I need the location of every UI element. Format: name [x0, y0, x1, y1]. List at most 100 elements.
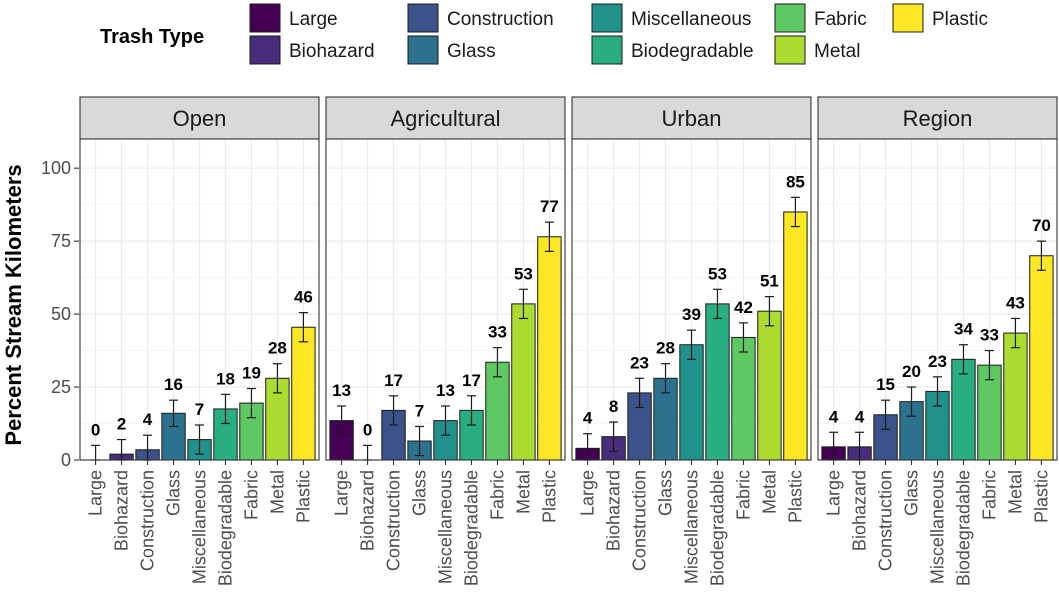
x-tick-label-agricultural-construction: Construction [384, 470, 404, 571]
x-tick-label-agricultural-metal: Metal [513, 470, 533, 514]
legend-swatch-large [249, 3, 281, 33]
error-bar-open-glass [169, 399, 179, 428]
y-tick-label-75: 75 [51, 231, 71, 251]
value-label-agricultural-metal: 53 [514, 264, 533, 283]
panel-strip-open [79, 96, 320, 140]
x-tick-label-agricultural-glass: Glass [410, 470, 430, 516]
legend-swatch-plastic [892, 3, 924, 33]
panel-border-urban [571, 138, 812, 461]
legend-label-biohazard: Biohazard [289, 41, 375, 62]
panel-border-agricultural [325, 138, 566, 461]
value-label-agricultural-biodegradable: 17 [462, 371, 481, 390]
value-label-urban-large: 4 [583, 409, 593, 428]
panel-region: Region 4 Large 4 Biohazard 15 Construction 20 Gl… [817, 96, 1058, 586]
value-label-urban-miscellaneous: 39 [682, 305, 701, 324]
value-label-open-glass: 16 [164, 375, 183, 394]
panel-title-urban: Urban [662, 106, 722, 131]
value-label-region-miscellaneous: 23 [928, 352, 947, 371]
bar-region-plastic [1029, 255, 1054, 461]
legend-label-plastic: Plastic [932, 9, 988, 30]
x-tick-label-urban-large: Large [578, 470, 598, 516]
value-label-region-plastic: 70 [1032, 216, 1051, 235]
y-axis-label-group: Percent Stream Kilometers [1, 164, 26, 445]
x-tick-label-urban-miscellaneous: Miscellaneous [682, 470, 702, 584]
x-tick-label-urban-metal: Metal [759, 470, 779, 514]
legend-label-glass: Glass [447, 41, 496, 62]
error-bar-urban-construction [635, 377, 645, 409]
error-bar-urban-glass [661, 363, 671, 394]
error-bar-agricultural-miscellaneous [441, 405, 450, 436]
value-label-agricultural-glass: 7 [415, 401, 424, 420]
x-tick-label-agricultural-plastic: Plastic [539, 470, 559, 523]
bar-region-metal [1003, 332, 1028, 461]
x-tick-label-region-miscellaneous: Miscellaneous [928, 470, 948, 584]
x-tick-label-open-metal: Metal [267, 470, 287, 514]
error-bar-region-metal [1010, 317, 1020, 349]
panel-title-region: Region [903, 106, 973, 131]
error-bar-open-miscellaneous [195, 424, 204, 455]
value-label-agricultural-fabric: 33 [488, 323, 507, 342]
value-label-urban-biohazard: 8 [609, 397, 618, 416]
x-tick-label-region-fabric: Fabric [979, 470, 999, 520]
value-label-urban-biodegradable: 53 [708, 264, 727, 283]
error-bar-open-metal [272, 363, 282, 394]
x-tick-label-region-metal: Metal [1005, 470, 1025, 514]
bar-urban-plastic [783, 211, 808, 461]
bar-urban-biodegradable [705, 303, 730, 461]
error-bar-region-construction [881, 399, 891, 430]
value-label-region-fabric: 33 [980, 326, 999, 345]
x-tick-label-region-plastic: Plastic [1031, 470, 1051, 523]
x-tick-label-region-biohazard: Biohazard [850, 470, 870, 551]
value-label-region-biohazard: 4 [855, 407, 865, 426]
error-bar-urban-metal [764, 295, 774, 327]
value-label-region-large: 4 [829, 407, 839, 426]
panel-title-agricultural: Agricultural [390, 106, 500, 131]
panel-title-open: Open [173, 106, 227, 131]
panel-strip-region [817, 96, 1058, 140]
bar-urban-miscellaneous [679, 344, 704, 461]
panel-border-region [817, 138, 1058, 461]
error-bar-region-glass [907, 386, 917, 417]
x-tick-label-open-large: Large [86, 470, 106, 516]
error-bar-open-fabric [246, 387, 256, 419]
legend-swatch-miscellaneous [591, 3, 623, 33]
error-bar-open-plastic [298, 312, 308, 343]
value-label-urban-glass: 28 [656, 339, 675, 358]
x-tick-label-open-biodegradable: Biodegradable [215, 470, 235, 586]
value-label-region-biodegradable: 34 [954, 320, 973, 339]
x-tick-label-open-construction: Construction [138, 470, 158, 571]
legend: Trash Type Large Biohazard Construction Gla… [100, 3, 988, 65]
value-label-agricultural-miscellaneous: 13 [436, 381, 455, 400]
error-bar-open-biodegradable [220, 393, 230, 425]
error-bar-region-biodegradable [958, 344, 968, 375]
value-label-open-plastic: 46 [294, 288, 313, 307]
x-tick-label-open-plastic: Plastic [293, 470, 313, 523]
legend-swatch-fabric [774, 3, 806, 33]
error-bar-urban-miscellaneous [687, 329, 696, 360]
x-tick-label-region-glass: Glass [902, 470, 922, 516]
legend-label-fabric: Fabric [814, 9, 867, 30]
x-tick-label-agricultural-fabric: Fabric [487, 470, 507, 520]
x-tick-label-agricultural-biohazard: Biohazard [358, 470, 378, 551]
y-tick-label-25: 25 [51, 377, 71, 397]
x-tick-label-open-fabric: Fabric [241, 470, 261, 520]
bar-agricultural-metal [511, 303, 536, 461]
error-bar-region-miscellaneous [933, 376, 942, 407]
error-bar-agricultural-fabric [492, 347, 502, 378]
value-label-open-metal: 28 [268, 339, 287, 358]
x-tick-label-agricultural-large: Large [332, 470, 352, 516]
x-tick-label-urban-construction: Construction [630, 470, 650, 571]
x-tick-label-open-miscellaneous: Miscellaneous [190, 470, 210, 584]
x-tick-label-region-construction: Construction [876, 470, 896, 571]
x-tick-label-urban-fabric: Fabric [733, 470, 753, 520]
value-label-open-biohazard: 2 [117, 415, 126, 434]
error-bar-agricultural-glass [415, 425, 425, 457]
x-tick-label-urban-biodegradable: Biodegradable [707, 470, 727, 586]
legend-label-metal: Metal [814, 41, 860, 62]
bar-agricultural-plastic [537, 236, 562, 461]
x-tick-label-agricultural-miscellaneous: Miscellaneous [436, 470, 456, 584]
error-bar-agricultural-construction [389, 395, 399, 426]
value-label-urban-metal: 51 [760, 272, 779, 291]
error-bar-agricultural-metal [518, 288, 528, 320]
